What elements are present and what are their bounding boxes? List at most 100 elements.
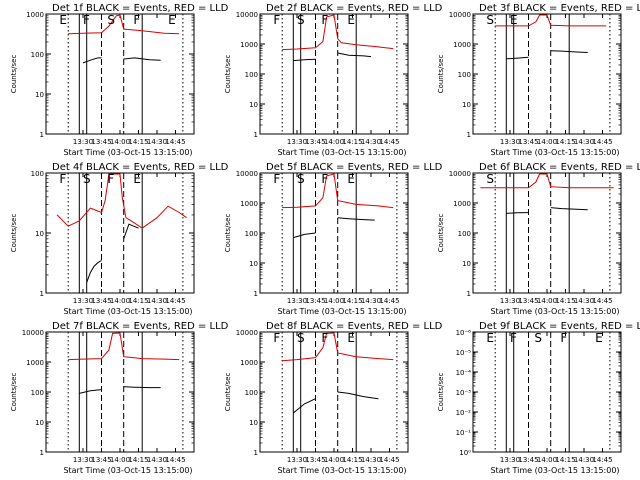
plot-frame (472, 331, 622, 453)
x-tick-label: 13:45 (305, 138, 325, 146)
events-series-line (506, 56, 529, 60)
x-tick-label: 14:15 (555, 456, 575, 464)
x-axis-label: Start Time (03-Oct-15 13:15:00) (277, 307, 406, 316)
plot-frame (259, 331, 409, 453)
lld-series-line (282, 173, 394, 209)
y-tick-label: 100 (31, 389, 44, 397)
y-tick-label: 1000 (240, 359, 258, 367)
x-tick-label: 13:45 (518, 456, 538, 464)
y-axis-label: Counts/sec (224, 214, 232, 253)
lld-series-line (480, 173, 614, 189)
lld-series-line (68, 14, 180, 35)
phase-marker-letter: E (168, 13, 176, 27)
detector-panel: Det 9f BLACK = Events, RED = LLD Start Ti… (437, 321, 640, 475)
panel-title: Det 3f BLACK = Events, RED = LLD (479, 3, 640, 14)
phase-marker-letter: F (510, 331, 517, 345)
phase-marker-letter: S (486, 13, 494, 27)
detector-panel: Det 2f BLACK = Events, RED = LLD Start Ti… (224, 3, 443, 157)
x-tick-label: 14:30 (361, 456, 381, 464)
plot-frame (45, 13, 195, 135)
x-tick-label: 13:45 (91, 456, 111, 464)
plot-frame (472, 13, 622, 135)
x-tick-label: 14:15 (342, 138, 362, 146)
events-series-line (293, 232, 316, 239)
x-tick-label: 13:45 (91, 138, 111, 146)
x-tick-label: 14:45 (379, 297, 399, 305)
y-axis-label: Counts/sec (224, 373, 232, 412)
x-tick-label: 14:45 (165, 456, 185, 464)
detector-panel: Det 3f BLACK = Events, RED = LLD Start Ti… (437, 3, 640, 157)
y-tick-label: 10000 (236, 11, 258, 19)
x-tick-label: 14:15 (128, 138, 148, 146)
y-tick-label: 10⁻¹ (456, 429, 472, 437)
events-series-line (82, 57, 102, 64)
phase-marker-letter: E (510, 13, 518, 27)
phase-marker-letter: F (273, 172, 280, 186)
x-tick-label: 13:30 (287, 138, 307, 146)
y-tick-label: 1000 (453, 41, 471, 49)
x-tick-label: 14:15 (342, 297, 362, 305)
x-tick-label: 13:45 (305, 456, 325, 464)
y-tick-label: 100 (458, 230, 471, 238)
y-tick-label: 1 (254, 290, 258, 298)
y-tick-label: 1000 (240, 41, 258, 49)
x-tick-label: 13:30 (500, 138, 520, 146)
plot-frame (45, 331, 195, 453)
x-axis-label: Start Time (03-Oct-15 13:15:00) (63, 466, 192, 475)
x-axis-label: Start Time (03-Oct-15 13:15:00) (277, 148, 406, 157)
y-tick-label: 100 (458, 71, 471, 79)
y-tick-label: 10⁻⁶ (456, 329, 472, 337)
y-axis-label: Counts/sec (437, 373, 445, 412)
y-tick-label: 1 (40, 131, 44, 139)
x-tick-label: 14:00 (324, 138, 344, 146)
x-tick-label: 14:00 (110, 456, 130, 464)
panel-title: Det 7f BLACK = Events, RED = LLD (52, 321, 229, 332)
y-tick-label: 1 (467, 290, 471, 298)
y-tick-label: 10000 (449, 11, 471, 19)
y-tick-label: 10⁰ (459, 449, 471, 457)
panel-title: Det 6f BLACK = Events, RED = LLD (479, 162, 640, 173)
events-series-line (337, 217, 375, 221)
x-tick-label: 14:30 (147, 297, 167, 305)
x-tick-label: 13:30 (500, 297, 520, 305)
x-tick-label: 13:30 (73, 456, 93, 464)
phase-marker-letter: E (595, 331, 603, 345)
y-tick-label: 100 (245, 230, 258, 238)
panel-title: Det 2f BLACK = Events, RED = LLD (266, 3, 443, 14)
y-tick-label: 10 (35, 419, 44, 427)
lld-series-line (495, 14, 607, 27)
x-tick-label: 13:30 (287, 297, 307, 305)
x-tick-label: 14:15 (342, 456, 362, 464)
y-tick-label: 1 (254, 449, 258, 457)
phase-marker-letter: S (534, 331, 542, 345)
phase-marker-letter: F (133, 13, 140, 27)
x-tick-label: 14:45 (379, 456, 399, 464)
x-tick-label: 13:30 (287, 456, 307, 464)
y-tick-label: 100 (31, 170, 44, 178)
panel-title: Det 4f BLACK = Events, RED = LLD (52, 162, 229, 173)
y-axis-label: Counts/sec (10, 214, 18, 253)
x-tick-label: 14:00 (324, 456, 344, 464)
y-tick-label: 10 (249, 419, 258, 427)
detector-panel: Det 7f BLACK = Events, RED = LLD Start Ti… (10, 321, 229, 475)
lld-series-line (282, 14, 394, 51)
y-tick-label: 10 (249, 260, 258, 268)
x-tick-label: 14:00 (537, 456, 557, 464)
phase-marker-letter: F (59, 172, 66, 186)
detector-panel: Det 6f BLACK = Events, RED = LLD Start Ti… (437, 162, 640, 316)
phase-marker-letter: F (83, 13, 90, 27)
x-axis-label: Start Time (03-Oct-15 13:15:00) (490, 148, 619, 157)
x-tick-label: 14:45 (592, 456, 612, 464)
y-axis-label: Counts/sec (224, 55, 232, 94)
x-tick-label: 13:45 (91, 297, 111, 305)
phase-marker-letter: F (321, 13, 328, 27)
y-axis-label: Counts/sec (10, 373, 18, 412)
phase-marker-letter: E (347, 172, 355, 186)
lld-series-line (56, 173, 187, 229)
x-tick-label: 14:30 (574, 138, 594, 146)
phase-marker-letter: E (133, 172, 141, 186)
phase-marker-letter: F (321, 172, 328, 186)
x-tick-label: 14:30 (574, 456, 594, 464)
x-axis-label: Start Time (03-Oct-15 13:15:00) (490, 307, 619, 316)
x-tick-label: 14:30 (147, 138, 167, 146)
